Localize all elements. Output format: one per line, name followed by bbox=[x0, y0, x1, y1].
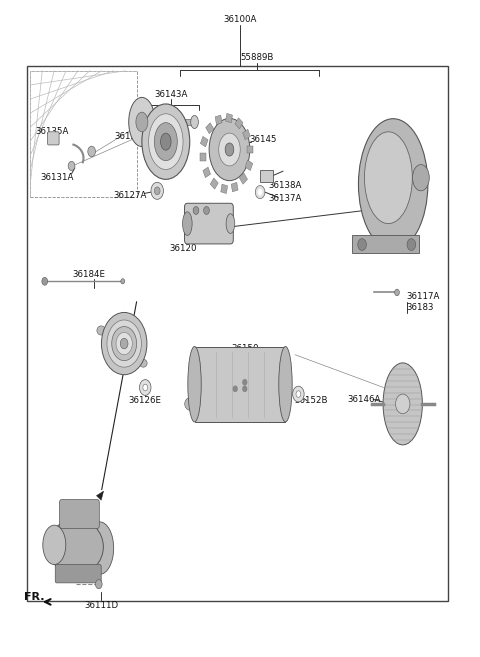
Bar bbox=[221, 184, 228, 194]
Ellipse shape bbox=[136, 112, 148, 132]
Circle shape bbox=[96, 579, 102, 589]
Bar bbox=[245, 160, 253, 171]
Ellipse shape bbox=[182, 212, 192, 235]
Circle shape bbox=[140, 380, 151, 396]
Ellipse shape bbox=[120, 338, 128, 349]
FancyArrow shape bbox=[142, 120, 194, 125]
Bar bbox=[226, 114, 232, 123]
Bar bbox=[206, 123, 214, 134]
Circle shape bbox=[42, 277, 48, 285]
Bar bbox=[243, 129, 250, 140]
Text: 36183: 36183 bbox=[407, 303, 434, 312]
Polygon shape bbox=[352, 235, 420, 253]
Bar bbox=[240, 173, 248, 184]
Ellipse shape bbox=[142, 104, 190, 179]
Ellipse shape bbox=[149, 114, 183, 170]
Bar bbox=[231, 183, 238, 192]
Circle shape bbox=[296, 391, 301, 397]
Ellipse shape bbox=[188, 346, 201, 422]
FancyBboxPatch shape bbox=[48, 132, 59, 145]
Ellipse shape bbox=[43, 525, 66, 564]
Ellipse shape bbox=[396, 394, 410, 414]
FancyBboxPatch shape bbox=[194, 346, 286, 422]
Text: 36146A: 36146A bbox=[348, 395, 381, 404]
Circle shape bbox=[204, 206, 209, 214]
Circle shape bbox=[88, 147, 96, 157]
Ellipse shape bbox=[191, 116, 198, 129]
Bar bbox=[247, 146, 253, 154]
Circle shape bbox=[151, 182, 163, 199]
Circle shape bbox=[233, 386, 237, 392]
Ellipse shape bbox=[97, 326, 106, 335]
Ellipse shape bbox=[116, 332, 132, 355]
Circle shape bbox=[258, 189, 263, 195]
Circle shape bbox=[121, 279, 125, 284]
Ellipse shape bbox=[226, 214, 235, 233]
Ellipse shape bbox=[48, 519, 103, 575]
Circle shape bbox=[155, 187, 160, 194]
Text: 36138A: 36138A bbox=[269, 181, 302, 190]
Bar bbox=[215, 115, 222, 125]
Bar bbox=[235, 118, 243, 129]
Text: 36145: 36145 bbox=[249, 135, 277, 144]
Text: 36184E: 36184E bbox=[73, 270, 106, 279]
FancyBboxPatch shape bbox=[260, 170, 273, 181]
FancyBboxPatch shape bbox=[60, 499, 99, 528]
Ellipse shape bbox=[209, 118, 250, 181]
Text: 36120: 36120 bbox=[170, 244, 197, 253]
Circle shape bbox=[243, 380, 247, 385]
Ellipse shape bbox=[112, 327, 137, 361]
Bar bbox=[200, 154, 206, 162]
Circle shape bbox=[358, 238, 366, 250]
Text: 36127A: 36127A bbox=[113, 191, 146, 200]
Text: 36170: 36170 bbox=[110, 363, 138, 373]
Text: 36135A: 36135A bbox=[36, 127, 69, 136]
Circle shape bbox=[243, 386, 247, 392]
Text: 36100A: 36100A bbox=[223, 15, 257, 24]
Circle shape bbox=[395, 289, 399, 296]
Bar bbox=[200, 137, 208, 147]
Bar bbox=[210, 178, 218, 189]
Ellipse shape bbox=[383, 363, 422, 445]
Ellipse shape bbox=[101, 313, 147, 374]
Bar bbox=[27, 66, 448, 600]
Ellipse shape bbox=[359, 119, 428, 250]
Text: 36150: 36150 bbox=[231, 344, 259, 353]
Text: 36143A: 36143A bbox=[154, 90, 187, 99]
FancyBboxPatch shape bbox=[184, 203, 233, 244]
Text: 36126E: 36126E bbox=[129, 396, 162, 405]
Ellipse shape bbox=[364, 132, 412, 223]
Circle shape bbox=[407, 238, 416, 250]
Ellipse shape bbox=[140, 359, 147, 367]
Text: 36152B: 36152B bbox=[294, 396, 327, 405]
Text: 36110: 36110 bbox=[396, 160, 424, 169]
Ellipse shape bbox=[129, 97, 155, 147]
Text: 36117A: 36117A bbox=[407, 292, 440, 301]
Ellipse shape bbox=[86, 522, 114, 574]
Ellipse shape bbox=[412, 165, 429, 191]
Ellipse shape bbox=[279, 346, 292, 422]
Circle shape bbox=[255, 185, 265, 198]
Text: 36131A: 36131A bbox=[40, 173, 74, 182]
Polygon shape bbox=[96, 491, 104, 500]
FancyBboxPatch shape bbox=[55, 564, 101, 583]
Text: 36111D: 36111D bbox=[84, 600, 118, 610]
Text: 55889B: 55889B bbox=[240, 53, 274, 62]
Ellipse shape bbox=[107, 320, 142, 367]
Ellipse shape bbox=[160, 133, 171, 150]
Ellipse shape bbox=[219, 133, 240, 166]
Circle shape bbox=[193, 206, 199, 214]
Ellipse shape bbox=[185, 397, 197, 411]
Bar bbox=[203, 167, 211, 177]
Circle shape bbox=[68, 162, 75, 171]
Circle shape bbox=[143, 384, 148, 391]
Circle shape bbox=[293, 386, 304, 402]
Text: 36137B: 36137B bbox=[114, 132, 148, 141]
Ellipse shape bbox=[155, 123, 177, 161]
Text: FR.: FR. bbox=[24, 593, 44, 602]
Text: 36137A: 36137A bbox=[269, 194, 302, 203]
Ellipse shape bbox=[225, 143, 234, 156]
